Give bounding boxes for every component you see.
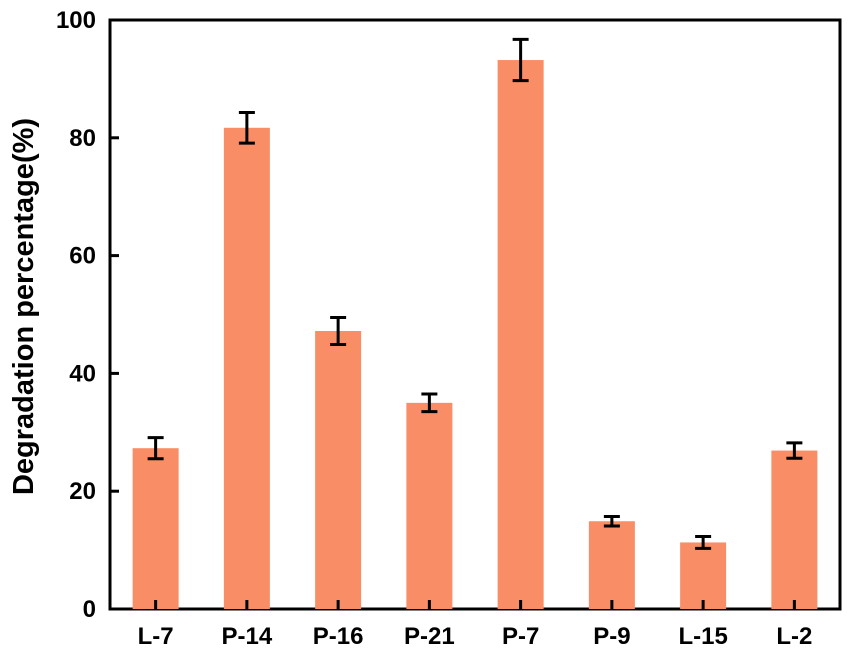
y-tick-label: 100 [56, 7, 96, 34]
y-tick-label: 40 [69, 360, 96, 387]
x-tick-label: P-16 [313, 623, 364, 650]
x-ticks: L-7 P-14 P-16 P-21 P-7 P-9 L-15 L-2 [138, 600, 812, 650]
x-tick-label: P-14 [222, 623, 273, 650]
bar [223, 127, 270, 610]
bar [680, 542, 727, 609]
y-axis-label: Degradation percentage(%) [8, 118, 40, 495]
x-tick-label: L-2 [776, 623, 812, 650]
x-tick-label: P-9 [593, 623, 630, 650]
bar [497, 60, 544, 609]
bars [132, 60, 818, 610]
bar [132, 448, 179, 609]
axes [108, 18, 842, 611]
bar [771, 450, 818, 609]
x-tick-label: L-7 [138, 623, 174, 650]
bar [406, 402, 453, 609]
x-tick-label: L-15 [678, 623, 727, 650]
y-ticks: 0 20 40 60 80 100 [56, 7, 119, 623]
x-tick-label: P-7 [502, 623, 539, 650]
bar [315, 330, 362, 609]
x-tick-label: P-21 [404, 623, 455, 650]
y-tick-label: 0 [83, 596, 96, 623]
bar [588, 521, 635, 609]
y-tick-label: 20 [69, 478, 96, 505]
plot-frame [108, 18, 842, 611]
y-tick-label: 80 [69, 125, 96, 152]
error-bars [147, 37, 803, 550]
y-tick-label: 60 [69, 243, 96, 270]
